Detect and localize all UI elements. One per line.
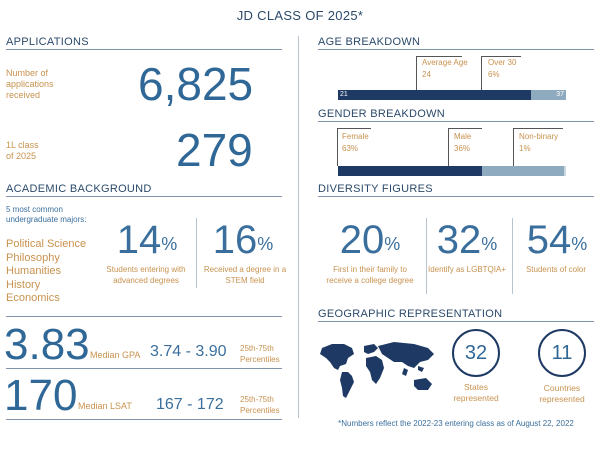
states-label: States represented bbox=[453, 382, 499, 403]
age-bar: 21 37 bbox=[338, 90, 566, 100]
academic-rule bbox=[6, 196, 282, 197]
lgbtqia-caption: Identify as LGBTQIA+ bbox=[427, 265, 507, 274]
major-item: Economics bbox=[6, 292, 60, 304]
avg-age-label: Average Age 24 bbox=[422, 58, 468, 79]
num-apps-value: 6,825 bbox=[138, 58, 254, 110]
gender-heading: GENDER BREAKDOWN bbox=[318, 108, 446, 120]
majors-label: 5 most common undergraduate majors: bbox=[6, 205, 87, 224]
students-of-color-caption: Students of color bbox=[525, 265, 587, 274]
gpa-percentile-label: 25th-75th Percentiles bbox=[240, 344, 280, 364]
countries-label: Countries represented bbox=[539, 383, 585, 404]
gpa-value: 3.83 bbox=[4, 320, 90, 369]
age-rule bbox=[318, 49, 594, 50]
age-heading: AGE BREAKDOWN bbox=[318, 36, 421, 48]
gender-bar-male bbox=[481, 166, 564, 176]
world-map-icon bbox=[320, 342, 434, 398]
avg-age-callout bbox=[416, 56, 462, 90]
geo-heading: GEOGRAPHIC REPRESENTATION bbox=[318, 308, 503, 320]
female-callout bbox=[337, 128, 371, 166]
gender-bar-female bbox=[338, 166, 482, 176]
major-item: History bbox=[6, 278, 41, 291]
major-item: Humanities bbox=[6, 265, 62, 277]
advanced-degrees-stat: 14% bbox=[116, 218, 178, 262]
advanced-degrees-caption: Students entering with advanced degrees bbox=[106, 265, 186, 285]
gpa-top-rule bbox=[6, 316, 282, 317]
diversity-divider-2 bbox=[512, 218, 513, 294]
male-callout bbox=[448, 128, 482, 166]
lsat-percentile-label: 25th-75th Percentiles bbox=[240, 395, 280, 415]
states-circle: 32 bbox=[452, 329, 500, 377]
first-gen-caption: First in their family to receive a colle… bbox=[326, 265, 414, 285]
students-of-color-stat: 54% bbox=[526, 218, 588, 262]
stem-stat: 16% bbox=[212, 218, 274, 262]
column-divider bbox=[298, 36, 299, 418]
major-item: Philosophy bbox=[6, 251, 60, 264]
female-label: Female 63% bbox=[342, 132, 369, 153]
countries-circle: 11 bbox=[538, 329, 586, 377]
stem-caption: Received a degree in a STEM field bbox=[203, 265, 287, 285]
num-apps-label: Number of applications received bbox=[6, 68, 54, 100]
lsat-bottom-rule bbox=[6, 419, 282, 420]
gender-rule bbox=[318, 121, 594, 122]
gpa-label: Median GPA bbox=[90, 350, 141, 360]
major-item: Political Science bbox=[6, 238, 87, 250]
lsat-range: 167 - 172 bbox=[156, 396, 224, 413]
gender-bar-nonbinary bbox=[563, 166, 566, 176]
academic-divider bbox=[196, 218, 197, 288]
class-label: 1L class of 2025 bbox=[6, 140, 39, 161]
majors-list: Political Science Philosophy Humanities … bbox=[6, 238, 86, 306]
lgbtqia-stat: 32% bbox=[436, 218, 498, 262]
gpa-range: 3.74 - 3.90 bbox=[150, 343, 227, 360]
class-value: 279 bbox=[176, 124, 253, 176]
male-label: Male 36% bbox=[454, 132, 472, 153]
footnote: *Numbers reflect the 2022-23 entering cl… bbox=[338, 419, 574, 428]
gpa-bottom-rule bbox=[6, 368, 282, 369]
over-30-label: Over 30 6% bbox=[488, 58, 517, 79]
lsat-label: Median LSAT bbox=[78, 401, 132, 411]
first-gen-stat: 20% bbox=[339, 218, 401, 262]
age-bar-over30: 37 bbox=[530, 90, 566, 100]
age-bar-main: 21 bbox=[338, 90, 531, 100]
nonbinary-label: Non-binary 1% bbox=[519, 132, 559, 153]
over-30-callout bbox=[481, 56, 521, 90]
page-title: JD CLASS OF 2025* bbox=[236, 8, 364, 23]
applications-rule bbox=[6, 49, 282, 50]
lsat-value: 170 bbox=[4, 371, 78, 420]
applications-heading: APPLICATIONS bbox=[6, 36, 89, 48]
nonbinary-callout bbox=[513, 128, 563, 166]
geo-rule bbox=[318, 321, 594, 322]
diversity-rule bbox=[318, 196, 594, 197]
academic-heading: ACADEMIC BACKGROUND bbox=[6, 183, 152, 195]
diversity-divider-1 bbox=[426, 218, 427, 294]
diversity-heading: DIVERSITY FIGURES bbox=[318, 183, 433, 195]
gender-bar bbox=[338, 166, 566, 176]
